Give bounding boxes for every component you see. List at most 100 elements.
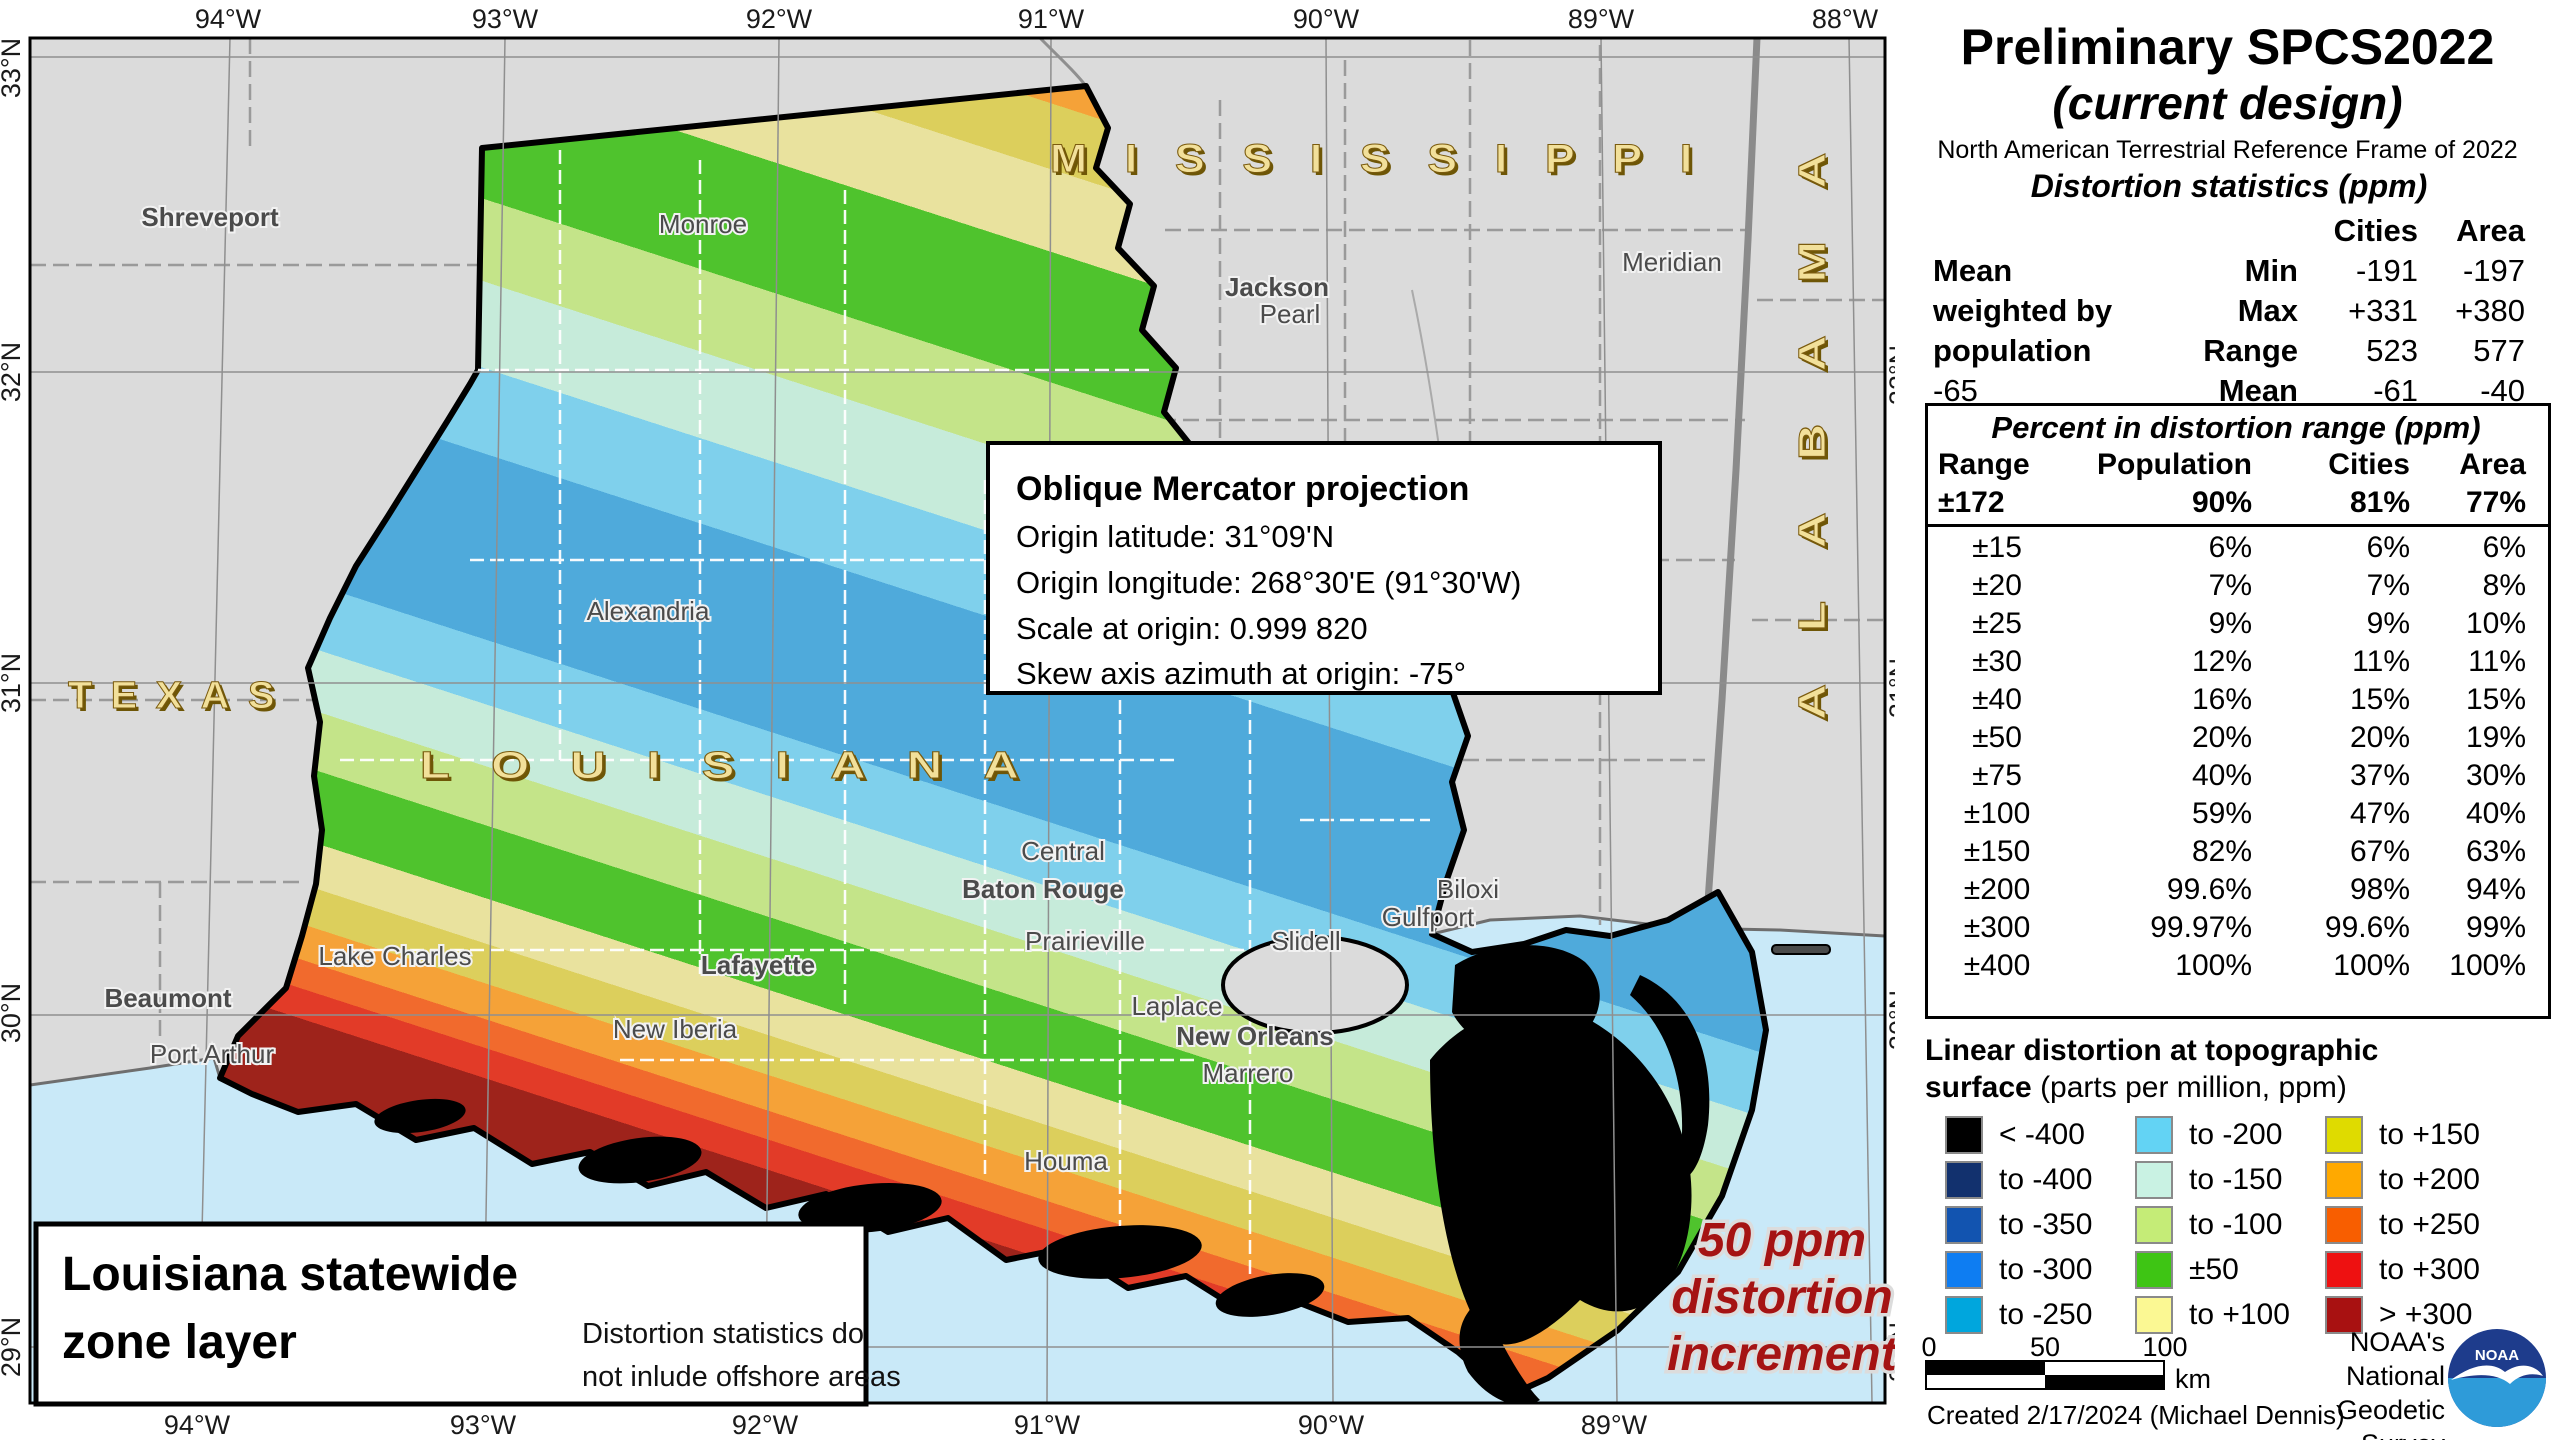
legend-title: Linear distortion at topographic surface… <box>1925 1032 2545 1106</box>
city-labels: Shreveport Monroe Jackson Pearl Meridian… <box>102 200 1723 1178</box>
legend-column-2: to -200 to -150 to -100 ±50 to +100 <box>2135 1112 2335 1337</box>
noaa-caption: NOAA's National Geodetic Survey <box>2275 1325 2445 1440</box>
legend-label: to +250 <box>2379 1207 2480 1241</box>
tick-label: 94°W <box>195 4 262 34</box>
legend-label: to +100 <box>2189 1297 2290 1331</box>
offshore-note: Distortion statistics do not inlude offs… <box>582 1318 901 1393</box>
tick-label: 93°W <box>450 1410 517 1440</box>
percent-table-divider <box>1928 524 2548 527</box>
stats-header-area: Area <box>2456 213 2525 248</box>
percent-header-population: Population <box>2097 448 2252 481</box>
legend: Linear distortion at topographic surface… <box>1925 1032 2545 1334</box>
increment-note-line1: 50 ppm <box>1698 1214 1866 1267</box>
percent-cell: ±20 <box>1972 569 2022 602</box>
percent-cell: 82% <box>2191 835 2252 868</box>
stats-value: -40 <box>2480 373 2525 408</box>
percent-cell: ±150 <box>1963 835 2031 868</box>
projection-skew-azimuth: Skew axis azimuth at origin: -75° <box>1016 656 1466 691</box>
stats-left-label: Mean <box>1933 253 2013 288</box>
legend-item: < -400 <box>1945 1112 2145 1157</box>
legend-swatch <box>1945 1250 1983 1289</box>
map-canvas: 94°W 93°W 92°W 91°W 90°W 89°W 88°W 94°W … <box>0 4 1895 1440</box>
projection-box-title: Oblique Mercator projection <box>1016 470 1469 508</box>
distortion-statistics: Distortion statistics (ppm) Cities Area … <box>1933 168 2525 411</box>
scale-label-0: 0 <box>1921 1332 1937 1362</box>
tick-label: 90°W <box>1298 1410 1365 1440</box>
city-label-prairieville: Prairieville <box>1025 926 1145 956</box>
legend-item: to -300 <box>1945 1247 2145 1292</box>
zone-title-box: Louisiana statewide zone layer <box>33 1221 869 1407</box>
graticule-labels: 94°W 93°W 92°W 91°W 90°W 89°W 88°W 94°W … <box>0 4 1895 1440</box>
tick-label: 90°W <box>1293 4 1360 34</box>
mississippi-river <box>1038 38 1088 87</box>
percent-cell: 9% <box>2366 607 2410 640</box>
percent-cell: 16% <box>2191 683 2252 716</box>
legend-item: to -400 <box>1945 1157 2145 1202</box>
legend-swatch <box>2325 1205 2363 1244</box>
legend-label: to -300 <box>1999 1252 2093 1286</box>
legend-item: to +100 <box>2135 1292 2335 1337</box>
city-label-beaumont: Beaumont <box>104 983 231 1013</box>
legend-label: to -200 <box>2189 1117 2283 1151</box>
increment-note: 50 ppm distortion increment <box>1664 1211 1895 1385</box>
tick-label: 88°W <box>1812 4 1879 34</box>
tick-label: 33°N <box>0 38 26 98</box>
percent-header-range: Range <box>1938 448 2030 481</box>
city-label-new-iberia: New Iberia <box>613 1014 738 1044</box>
stats-row-label: Mean <box>2218 373 2298 408</box>
percent-cell: 6% <box>2366 531 2410 564</box>
percent-cell: 99.6% <box>2324 911 2410 944</box>
percent-cell: 98% <box>2349 873 2410 906</box>
percent-cell: ±400 <box>1963 949 2031 982</box>
legend-label: to +300 <box>2379 1252 2480 1286</box>
percent-cell: 15% <box>2349 683 2410 716</box>
legend-item: to +250 <box>2325 1202 2525 1247</box>
coastal-marsh <box>374 945 1710 1403</box>
stats-value: -197 <box>2462 253 2525 288</box>
legend-item: to +150 <box>2325 1112 2525 1157</box>
stats-row-label: Min <box>2244 253 2298 288</box>
city-label-lafayette: Lafayette <box>701 950 815 980</box>
legend-swatch <box>1945 1115 1983 1154</box>
legend-swatch <box>2325 1115 2363 1154</box>
city-label-lake-charles: Lake Charles <box>318 941 471 971</box>
percent-table-header: Range Population Cities Area ±172 90% 81… <box>1938 446 2534 522</box>
percent-header-cities: Cities <box>2328 448 2410 481</box>
city-label-shreveport: Shreveport <box>141 202 279 232</box>
legend-swatch <box>1945 1295 1983 1334</box>
percent-cell: 37% <box>2349 759 2410 792</box>
percent-cell: 81% <box>2349 486 2410 519</box>
tick-label: 91°W <box>1014 1410 1081 1440</box>
percent-cell: 30% <box>2465 759 2526 792</box>
legend-label: to -100 <box>2189 1207 2283 1241</box>
tick-label: 91°W <box>1018 4 1085 34</box>
tick-label: 92°W <box>732 1410 799 1440</box>
tick-label: 29°N <box>1884 1322 1895 1382</box>
percent-cell: 11% <box>2352 645 2410 678</box>
stats-value: 523 <box>2366 333 2418 368</box>
state-label-mississippi: MISSISSIPPI <box>1050 137 1730 181</box>
state-label-shadow: LOUISIANA <box>423 748 1063 790</box>
percent-cell: 9% <box>2208 607 2252 640</box>
percent-header-area: Area <box>2459 448 2526 481</box>
percent-cell: ±300 <box>1963 911 2031 944</box>
legend-label: to +200 <box>2379 1162 2480 1196</box>
projection-box-frame <box>986 441 1662 695</box>
percent-cell: 99.97% <box>2150 911 2252 944</box>
increment-note-line3: increment <box>1667 1328 1895 1381</box>
percent-cell: 8% <box>2482 569 2526 602</box>
legend-swatch <box>1945 1205 1983 1244</box>
percent-cell: ±40 <box>1972 683 2022 716</box>
tick-label: 32°N <box>1884 345 1895 405</box>
mississippi-coastline <box>1431 914 1885 938</box>
scale-bar-graphic <box>1925 1360 2165 1390</box>
legend-item: to -200 <box>2135 1112 2335 1157</box>
legend-item: to +200 <box>2325 1157 2525 1202</box>
percent-table-rows: ±15 6% 6% 6% ±20 7% 7% 8% ±25 9% 9% 10% … <box>1938 529 2534 985</box>
percent-cell: 40% <box>2465 797 2526 830</box>
percent-cell: ±100 <box>1963 797 2031 830</box>
tick-label: 89°W <box>1581 1410 1648 1440</box>
zone-box-frame <box>33 1221 869 1407</box>
tick-label: 31°N <box>0 653 26 713</box>
legend-title-rest: (parts per million, ppm) <box>2031 1071 2347 1104</box>
